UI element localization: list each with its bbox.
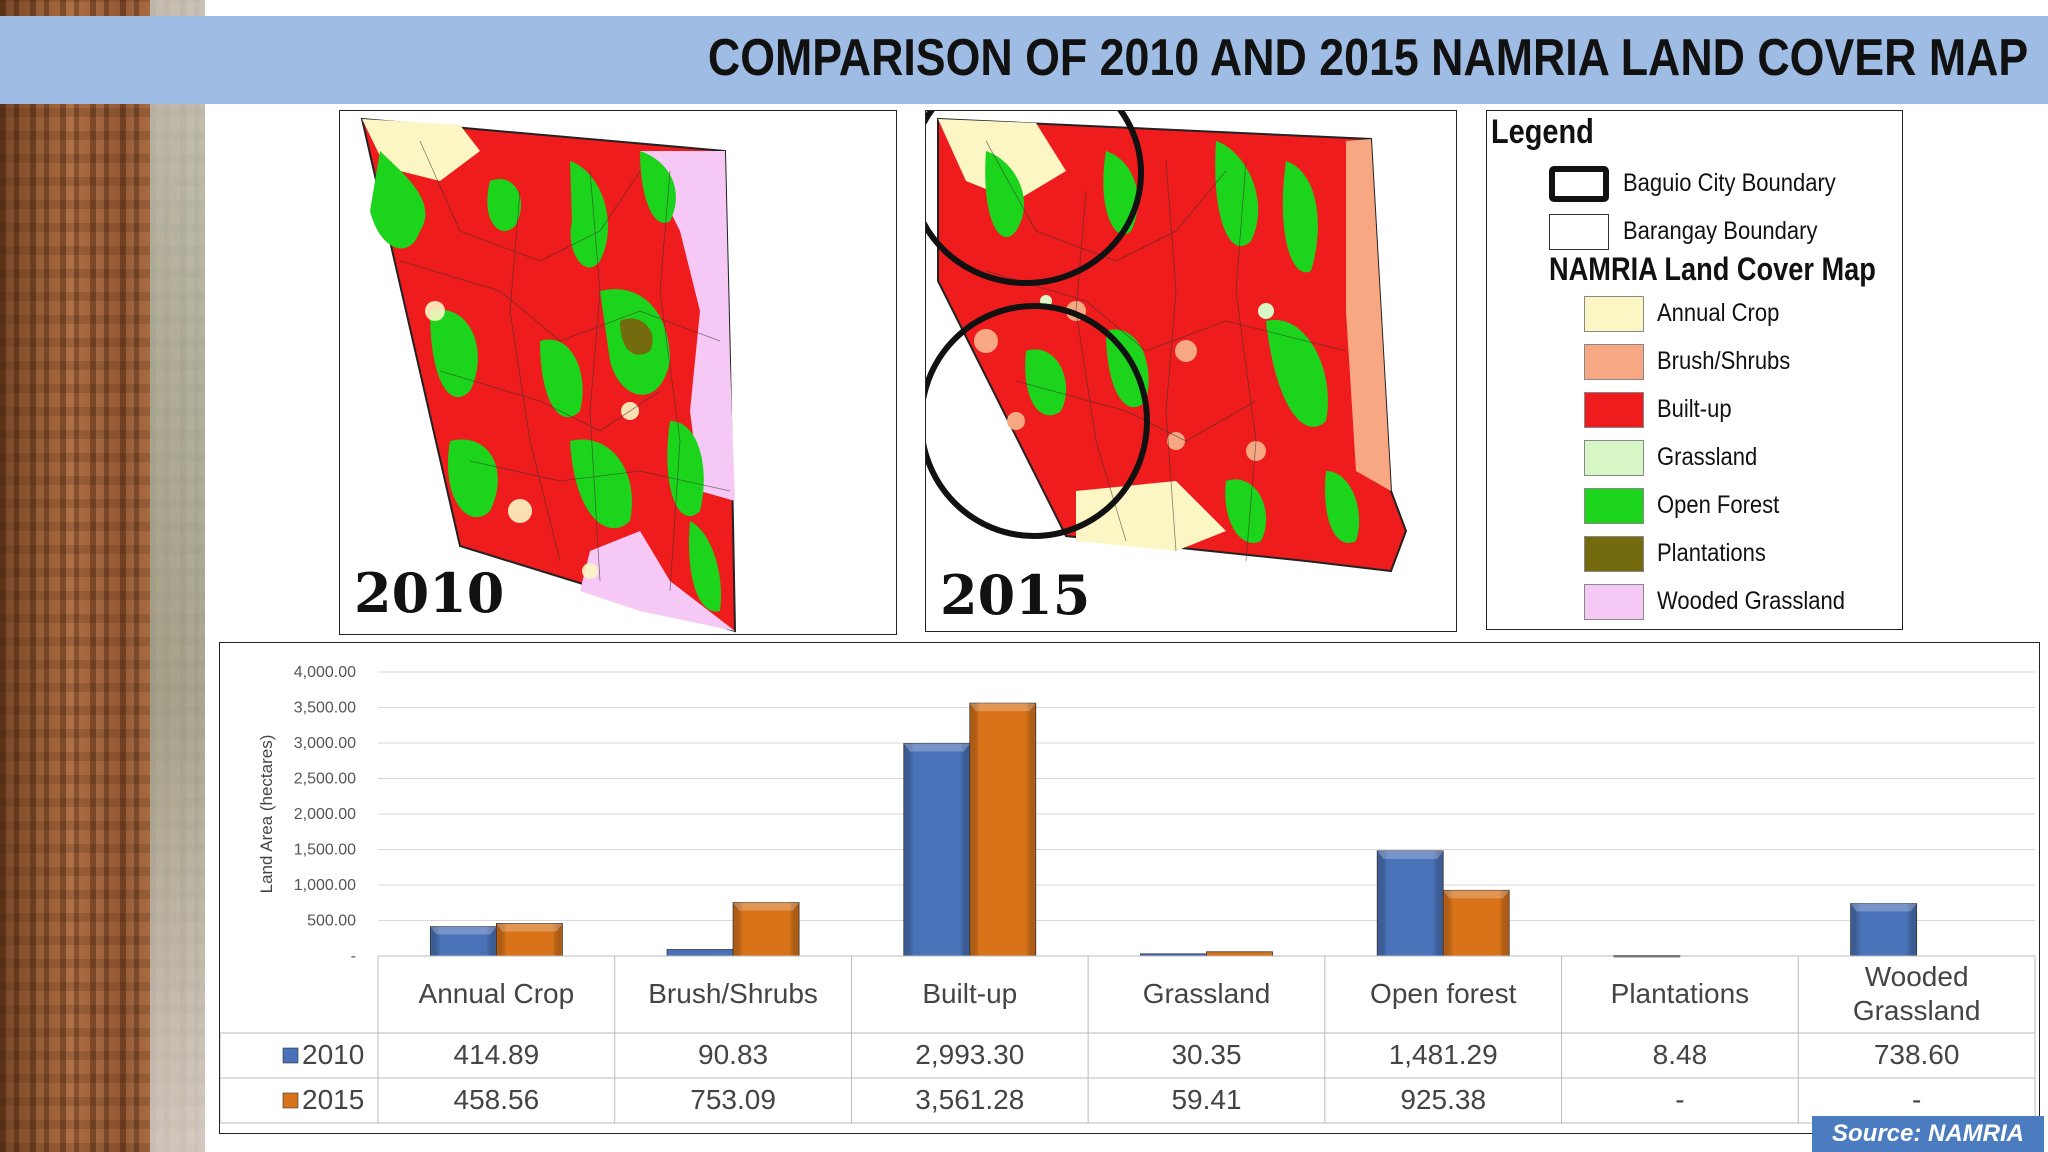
barangay-boundary-swatch [1549, 214, 1609, 250]
data-label-2015: - [1675, 1084, 1684, 1115]
bar-bevel [733, 902, 800, 911]
bar-2010-brush-shrubs [666, 949, 734, 957]
legend-label-annual-crop: Annual Crop [1657, 299, 1780, 327]
legend-boundary-barangay: Barangay Boundary [1623, 217, 1818, 245]
bar-shade [430, 926, 497, 956]
data-label-2010: 30.35 [1171, 1039, 1241, 1070]
category-label: Brush/Shrubs [648, 978, 818, 1009]
bar-shade [903, 743, 970, 956]
series-label-2010: 2010 [302, 1039, 364, 1070]
bar-shade [1443, 890, 1510, 956]
data-label-2010: 414.89 [454, 1039, 540, 1070]
y-tick-label: 1,000.00 [294, 877, 356, 894]
map-2015-panel: 2015 [908, 60, 1457, 632]
data-label-2015: 59.41 [1171, 1084, 1241, 1115]
legend-label-grassland: Grassland [1657, 443, 1758, 471]
category-label: Plantations [1611, 978, 1750, 1009]
bar-shade [496, 923, 563, 956]
legend-section-title: NAMRIA Land Cover Map [1549, 251, 1876, 287]
map-2015-year-label: 2015 [940, 563, 1091, 627]
y-axis-label: Land Area (hectares) [257, 735, 276, 894]
source-label: Source: NAMRIA [1812, 1116, 2044, 1152]
y-tick-label: 1,500.00 [294, 842, 356, 859]
category-label: Annual Crop [419, 978, 575, 1009]
map-2010-panel: 2010 [339, 110, 897, 635]
legend-swatch-open-forest [1584, 488, 1644, 524]
data-label-2015: 753.09 [690, 1084, 776, 1115]
title-banner [0, 16, 2048, 104]
legend-swatch-annual-crop [1584, 296, 1644, 332]
bar-shade [1377, 850, 1444, 956]
legend-title: Legend [1491, 113, 1594, 151]
bar-2015-grassland [1206, 951, 1273, 957]
y-tick-label: 500.00 [307, 913, 356, 930]
bar-shade [1850, 903, 1917, 956]
data-label-2015: - [1912, 1084, 1921, 1115]
data-label-2010: 8.48 [1653, 1039, 1708, 1070]
legend-swatch-grassland [1584, 440, 1644, 476]
category-label: Open forest [1370, 978, 1517, 1009]
city-boundary-swatch [1549, 166, 1609, 202]
map-2010-year-label: 2010 [354, 561, 505, 625]
data-label-2010: 90.83 [698, 1039, 768, 1070]
page-title: COMPARISON OF 2010 AND 2015 NAMRIA LAND … [707, 29, 2028, 87]
legend-label-plantations: Plantations [1657, 539, 1766, 567]
bar-shade [969, 703, 1036, 956]
legend-label-built-up: Built-up [1657, 395, 1732, 423]
category-label: Wooded Grassland [1853, 961, 1981, 1026]
data-label-2010: 2,993.30 [915, 1039, 1024, 1070]
y-tick-label: 2,500.00 [294, 771, 356, 788]
background-photo-edge [150, 0, 205, 1152]
legend-swatch-plantations [1584, 536, 1644, 572]
data-label-2015: 925.38 [1400, 1084, 1486, 1115]
data-label-2010: 738.60 [1874, 1039, 1960, 1070]
series-label-2015: 2015 [302, 1084, 364, 1115]
y-tick-label: 3,000.00 [294, 735, 356, 752]
category-label: Built-up [922, 978, 1017, 1009]
category-label: Grassland [1143, 978, 1271, 1009]
legend-swatch-built-up [1584, 392, 1644, 428]
y-tick-label: 2,000.00 [294, 806, 356, 823]
bar-bevel [430, 926, 497, 935]
bar-bevel [1850, 903, 1917, 912]
map-2010-image [360, 117, 737, 633]
y-tick-label: 3,500.00 [294, 700, 356, 717]
legend-boundary-city: Baguio City Boundary [1623, 169, 1836, 197]
y-tick-label: 4,000.00 [294, 664, 356, 681]
data-label-2015: 458.56 [454, 1084, 540, 1115]
bar-bevel [1377, 850, 1444, 859]
chart-panel: - 500.00 1,000.00 1,500.00 2,000.00 2,500.00 3… [219, 642, 2040, 1134]
bar-bevel [903, 743, 970, 752]
legend-key-2010 [282, 1047, 299, 1064]
bar-bevel [969, 703, 1036, 712]
map-2015-image [908, 60, 1408, 573]
data-label-2015: 3,561.28 [915, 1084, 1024, 1115]
bar-bevel [1443, 890, 1510, 899]
legend-label-open-forest: Open Forest [1657, 491, 1780, 519]
legend-swatch-brush-shrubs [1584, 344, 1644, 380]
legend-key-2015 [282, 1092, 299, 1109]
legend-label-brush-shrubs: Brush/Shrubs [1657, 347, 1791, 375]
y-tick-label: - [351, 948, 356, 965]
land-area-bar-chart: - 500.00 1,000.00 1,500.00 2,000.00 2,500.00 3… [219, 664, 2036, 1124]
legend-label-wooded-grassland: Wooded Grassland [1657, 587, 1845, 615]
data-label-2010: 1,481.29 [1389, 1039, 1498, 1070]
bar-shade [733, 902, 800, 956]
bar-bevel [496, 923, 563, 932]
legend-swatch-wooded-grassland [1584, 584, 1644, 620]
legend-panel: Legend Baguio City Boundary Barangay Bou… [1486, 110, 1903, 630]
